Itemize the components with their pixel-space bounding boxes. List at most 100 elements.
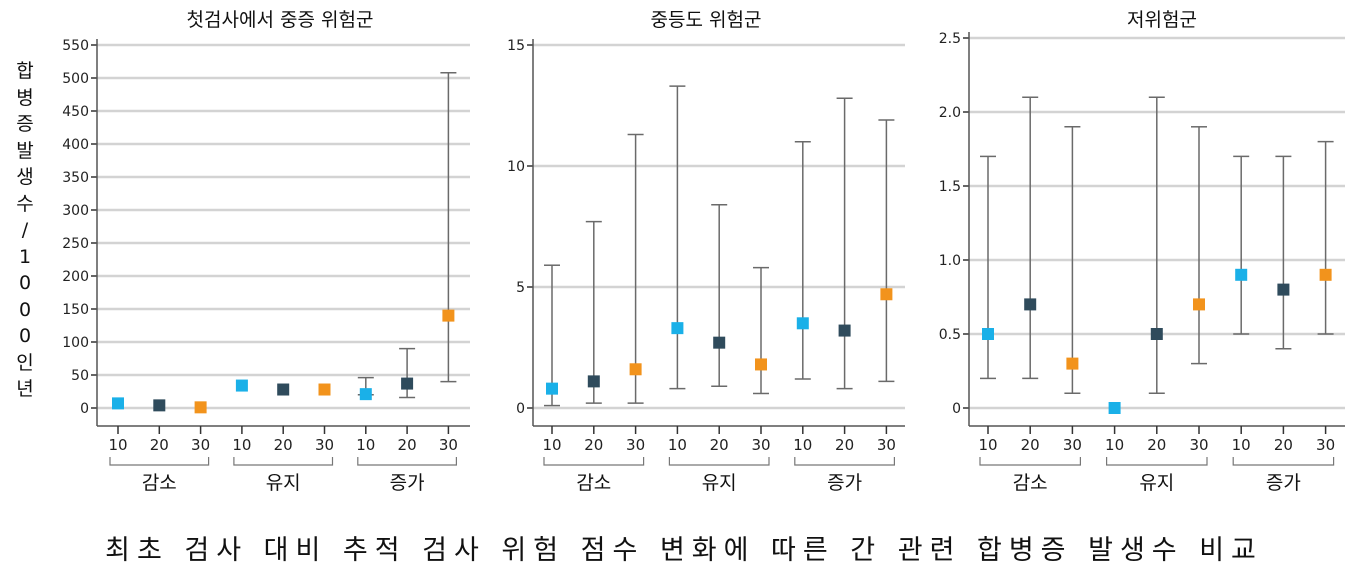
data-point-marker [1277,283,1290,296]
x-tick-label: 30 [1063,436,1082,454]
y-tick-label: 300 [62,203,89,219]
group-label: 증가 [1266,472,1301,494]
data-point-marker [112,397,124,410]
x-tick-label: 30 [439,436,458,454]
data-point-marker [1235,268,1248,281]
group-bracket [1106,457,1208,466]
x-tick-label: 30 [877,436,896,454]
y-tick-label: 1.5 [939,179,961,195]
data-point-marker [1024,298,1037,311]
x-tick-label: 10 [1232,436,1251,454]
data-point-marker [587,375,600,388]
group-label: 감소 [142,472,177,494]
y-axis-label: 합 병 증 발 생 수/1 0 0 0 인 년 [16,60,34,400]
x-tick-label: 30 [1316,436,1335,454]
y-tick-label: 100 [62,335,89,351]
group-label: 증가 [827,472,862,494]
group-bracket [357,457,457,466]
data-point-marker [713,336,726,349]
x-tick-label: 20 [274,436,293,454]
chart-title: 첫검사에서 중증 위험군 [187,9,374,31]
data-point-marker [235,379,248,392]
x-tick-label: 20 [150,436,169,454]
x-tick-label: 10 [793,436,812,454]
data-point-marker [318,383,331,396]
group-label: 감소 [576,472,611,494]
x-tick-label: 20 [398,436,417,454]
data-point-marker [153,399,166,412]
figure-caption: 최초 검사 대비 추적 검사 위험 점수 변화에 따른 간 관련 합병증 발생수… [105,535,1263,566]
data-point-marker [1150,328,1163,340]
x-tick-label: 10 [978,436,997,454]
group-label: 유지 [702,472,737,494]
x-tick-label: 30 [191,436,210,454]
y-tick-label: 550 [62,38,89,54]
y-tick-label: 15 [507,38,525,54]
x-tick-label: 20 [584,436,603,454]
group-label: 증가 [390,472,425,494]
group-bracket [794,457,895,466]
y-tick-label: 450 [62,104,89,120]
x-tick-label: 30 [751,436,770,454]
group-bracket [979,457,1081,466]
data-point-marker [194,401,207,414]
group-bracket [668,457,770,466]
data-point-marker [671,322,684,335]
data-point-marker [546,382,558,395]
data-point-marker [982,328,994,340]
data-point-marker [629,363,642,376]
x-tick-label: 20 [835,436,854,454]
chart-title: 중등도 위험군 [651,9,762,31]
x-tick-label: 10 [668,436,687,454]
y-tick-label: 50 [71,368,89,384]
y-tick-label: 5 [516,280,525,296]
y-tick-label: 200 [62,269,89,285]
group-label: 유지 [1139,472,1174,494]
x-tick-label: 20 [1021,436,1040,454]
data-point-marker [359,388,372,401]
group-bracket [109,457,210,466]
group-bracket [543,457,645,466]
x-tick-label: 10 [108,436,127,454]
x-tick-label: 10 [232,436,251,454]
x-tick-label: 10 [356,436,375,454]
figure-panels: 첫검사에서 중증 위험군0501001502002503003504004505… [62,9,1345,494]
x-tick-label: 20 [710,436,729,454]
data-point-marker [277,383,290,396]
y-tick-label: 250 [62,236,89,252]
data-point-marker [755,358,767,371]
y-tick-label: 500 [62,71,89,87]
y-tick-label: 150 [62,302,89,318]
data-point-marker [838,324,851,337]
data-point-marker [442,309,455,322]
chart-title: 저위험군 [1127,9,1197,31]
y-tick-label: 0.5 [939,327,961,343]
data-point-marker [880,288,893,301]
group-label: 감소 [1013,472,1048,494]
y-tick-label: 10 [507,159,525,175]
y-tick-label: 350 [62,170,89,186]
x-tick-label: 30 [626,436,645,454]
x-tick-label: 20 [1147,436,1166,454]
x-tick-label: 10 [1105,436,1124,454]
x-tick-label: 30 [1189,436,1208,454]
group-bracket [233,457,334,466]
y-tick-label: 0 [516,401,525,417]
x-tick-label: 30 [315,436,334,454]
data-point-marker [1193,298,1205,311]
group-bracket [1232,457,1335,466]
data-point-marker [1066,357,1079,370]
y-tick-label: 2.0 [939,105,961,121]
y-tick-label: 0 [952,401,961,417]
x-tick-label: 10 [542,436,561,454]
y-tick-label: 1.0 [939,253,961,269]
y-tick-label: 2.5 [939,31,961,47]
data-point-marker [401,377,414,390]
y-tick-label: 400 [62,137,89,153]
x-tick-label: 20 [1274,436,1293,454]
data-point-marker [796,317,809,330]
data-point-marker [1319,268,1332,281]
y-tick-label: 0 [80,401,89,417]
group-label: 유지 [266,472,301,494]
data-point-marker [1108,402,1121,414]
